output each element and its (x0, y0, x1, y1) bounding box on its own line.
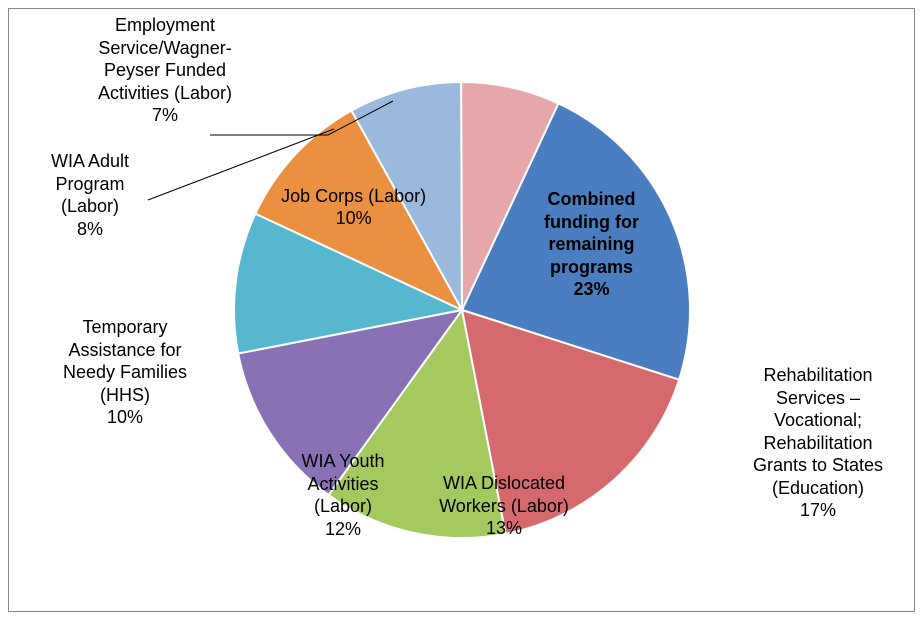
slice-label: WIA Dislocated Workers (Labor) 13% (414, 472, 594, 544)
slice-label: Employment Service/Wagner- Peyser Funded… (70, 14, 260, 134)
slice-label: WIA Adult Program (Labor) 8% (30, 150, 150, 246)
slice-label: Job Corps (Labor) 10% (264, 185, 444, 233)
slice-label: Temporary Assistance for Needy Families … (40, 316, 210, 436)
slice-label: WIA Youth Activities (Labor) 12% (278, 450, 408, 546)
slice-label: Rehabilitation Services – Vocational; Re… (732, 364, 904, 534)
slice-label: Combined funding for remaining programs … (517, 188, 667, 318)
